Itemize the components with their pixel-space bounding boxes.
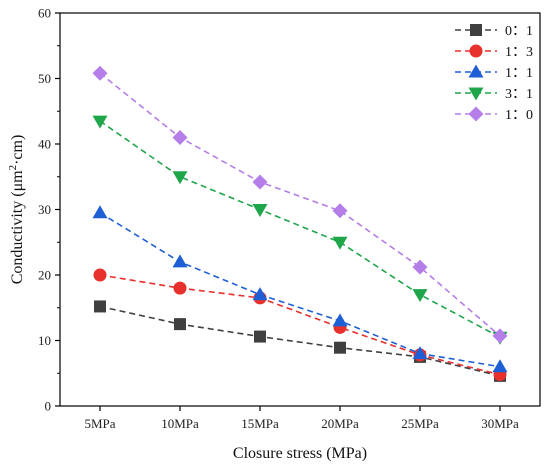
- data-point: [92, 205, 108, 219]
- data-point: [332, 236, 348, 250]
- x-tick-label: 25MPa: [401, 416, 439, 431]
- legend: 0：1 1：3 1：1 3：1 1：0: [455, 24, 533, 123]
- data-point: [252, 174, 268, 190]
- x-tick-label: 30MPa: [481, 416, 519, 431]
- legend-label: 3：1: [505, 87, 533, 102]
- x-tick-label: 10MPa: [161, 416, 199, 431]
- y-axis-title-rest: ·cm): [9, 135, 26, 165]
- series-4: [92, 115, 508, 345]
- y-tick-label: 30: [38, 202, 51, 217]
- legend-item: 1：3: [455, 44, 533, 60]
- data-point: [332, 203, 348, 219]
- series-2: [93, 268, 507, 382]
- legend-item: 0：1: [455, 24, 533, 39]
- y-tick-label: 50: [38, 71, 51, 86]
- data-point: [492, 328, 508, 344]
- y-tick-label: 40: [38, 137, 51, 152]
- data-point: [92, 115, 108, 129]
- y-axis-title-superscript: 2: [7, 165, 19, 171]
- legend-item: 3：1: [455, 87, 533, 102]
- data-point: [334, 341, 346, 354]
- data-point: [173, 281, 187, 295]
- legend-label: 1：3: [505, 45, 533, 60]
- series-line: [99, 72, 501, 337]
- legend-marker: [470, 24, 482, 36]
- data-point: [93, 268, 107, 282]
- x-axis-title: Closure stress (MPa): [233, 445, 367, 462]
- legend-marker: [469, 44, 483, 58]
- x-tick-label: 20MPa: [321, 416, 359, 431]
- data-point: [172, 129, 188, 145]
- y-tick-label: 0: [45, 399, 52, 414]
- series-line: [99, 120, 501, 338]
- data-point: [174, 318, 186, 331]
- data-point: [332, 313, 348, 327]
- y-tick-label: 10: [38, 333, 51, 348]
- series-line: [99, 212, 501, 368]
- legend-item: 1：0: [455, 106, 533, 123]
- data-point: [412, 259, 428, 275]
- legend-label: 1：1: [505, 66, 533, 81]
- data-point: [252, 287, 268, 301]
- data-point: [172, 171, 188, 185]
- data-point: [172, 254, 188, 268]
- x-tick-label: 15MPa: [241, 416, 279, 431]
- legend-marker: [468, 106, 484, 122]
- x-tick-label: 5MPa: [84, 416, 115, 431]
- data-point: [94, 300, 106, 313]
- data-point: [254, 330, 266, 343]
- series-line: [99, 274, 501, 376]
- legend-label: 0：1: [505, 24, 533, 39]
- legend-marker: [468, 64, 484, 78]
- series-5: [92, 65, 508, 344]
- legend-label: 1：0: [505, 108, 533, 123]
- data-point: [252, 204, 268, 217]
- data-point: [492, 359, 508, 373]
- series-line: [99, 305, 501, 377]
- data-point: [412, 289, 428, 303]
- y-axis-title-main: Conductivity (μm: [9, 170, 26, 284]
- legend-item: 1：1: [455, 64, 533, 81]
- data-point: [92, 65, 108, 81]
- series-3: [92, 205, 508, 373]
- y-axis-title: Conductivity (μm2·cm): [7, 135, 26, 285]
- data-point: [412, 346, 428, 360]
- legend-marker: [468, 87, 484, 101]
- y-tick-label: 20: [38, 268, 51, 283]
- series-group: [92, 65, 508, 382]
- ticks: 0 10 20 30 40 50 60 5MPa 10MPa 15MPa 20MPa 25MPa 30M…: [38, 6, 519, 432]
- y-tick-label: 60: [38, 6, 51, 21]
